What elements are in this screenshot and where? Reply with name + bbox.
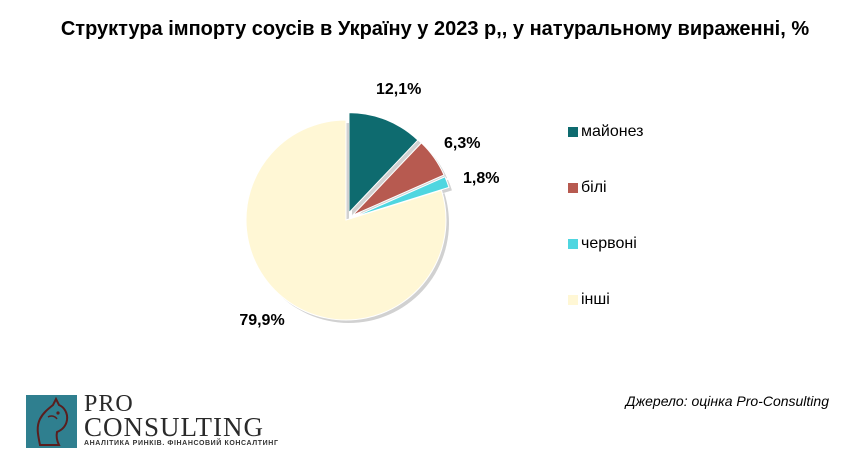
horse-head-icon [26, 395, 77, 448]
pro-consulting-logo: PRO CONSULTING АНАЛІТИКА РИНКІВ. ФІНАНСО… [26, 391, 279, 453]
pie-slice-2 [352, 142, 445, 216]
legend-swatch [568, 239, 578, 249]
pie-slice-4 [245, 119, 447, 321]
data-label-1: 12,1% [376, 81, 421, 98]
source-note: Джерело: оцінка Pro-Consulting [625, 393, 829, 409]
legend-label: інші [581, 291, 610, 308]
data-label-4: 79,9% [239, 312, 284, 329]
legend-swatch [568, 127, 578, 137]
pie-slice-1 [348, 112, 419, 214]
legend-label: червоні [581, 235, 637, 252]
legend-label: майонез [581, 123, 644, 140]
legend-label: білі [581, 179, 607, 196]
legend-swatch [568, 183, 578, 193]
logo-word-consulting: CONSULTING [84, 412, 265, 442]
chart-title: Структура імпорту соусів в Україну у 202… [60, 18, 810, 40]
pie-slice-3 [353, 176, 450, 218]
logo-word-pro: PRO [84, 391, 134, 417]
logo-tagline: АНАЛІТИКА РИНКІВ. ФІНАНСОВИЙ КОНСАЛТИНГ [84, 440, 279, 447]
data-label-3: 1,8% [463, 170, 499, 187]
legend-swatch [568, 295, 578, 305]
data-label-2: 6,3% [444, 135, 480, 152]
